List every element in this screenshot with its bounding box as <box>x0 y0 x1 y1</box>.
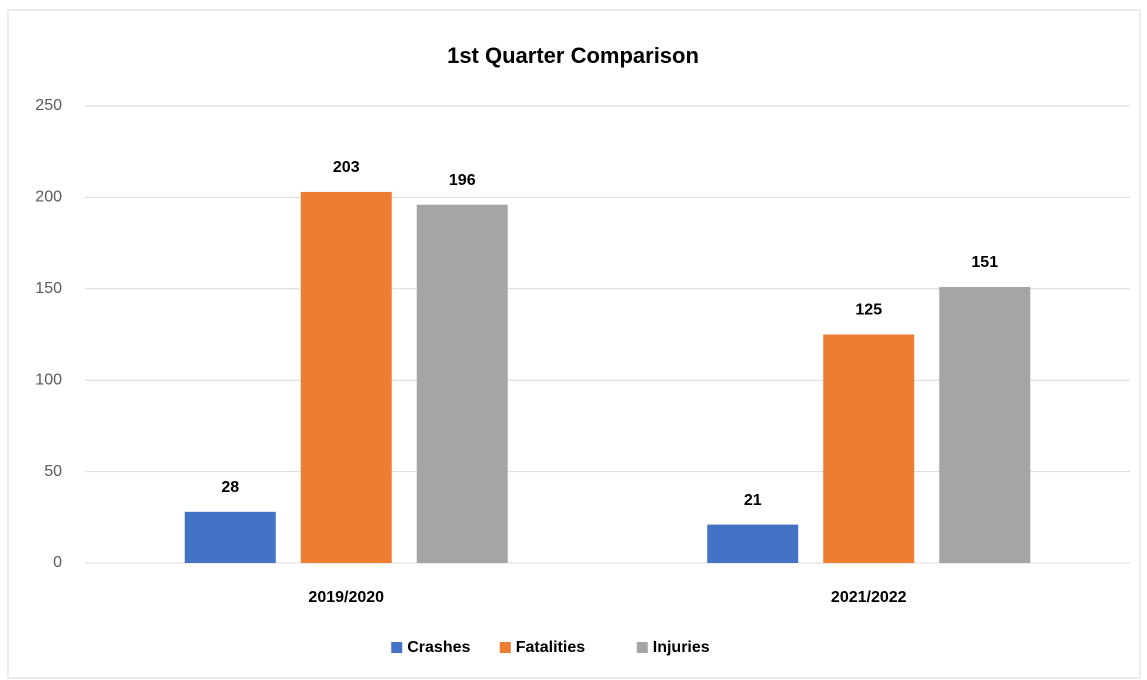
legend-swatch <box>499 642 511 653</box>
legend-swatch <box>636 642 648 653</box>
chart-title: 1st Quarter Comparison <box>447 43 699 68</box>
y-tick-label: 100 <box>35 371 62 388</box>
data-label: 125 <box>855 302 882 319</box>
bar <box>939 286 1031 563</box>
data-label: 28 <box>221 479 239 496</box>
bar <box>823 334 915 563</box>
y-tick-label: 200 <box>35 189 62 206</box>
bar <box>300 191 392 563</box>
x-tick-label: 2021/2022 <box>831 589 907 606</box>
legend-swatch <box>391 642 403 653</box>
y-tick-label: 0 <box>53 554 62 571</box>
bar <box>416 204 508 563</box>
y-tick-label: 250 <box>35 97 62 114</box>
legend-label: Crashes <box>407 639 470 656</box>
legend-label: Fatalities <box>516 639 585 656</box>
data-label: 151 <box>971 254 998 271</box>
bar <box>184 511 276 563</box>
y-tick-label: 150 <box>35 280 62 297</box>
legend-label: Injuries <box>653 639 710 656</box>
x-tick-label: 2019/2020 <box>308 589 384 606</box>
data-label: 203 <box>333 159 360 176</box>
data-label: 196 <box>449 172 476 189</box>
y-tick-label: 50 <box>44 463 62 480</box>
data-label: 21 <box>744 492 762 509</box>
bar <box>707 524 799 563</box>
